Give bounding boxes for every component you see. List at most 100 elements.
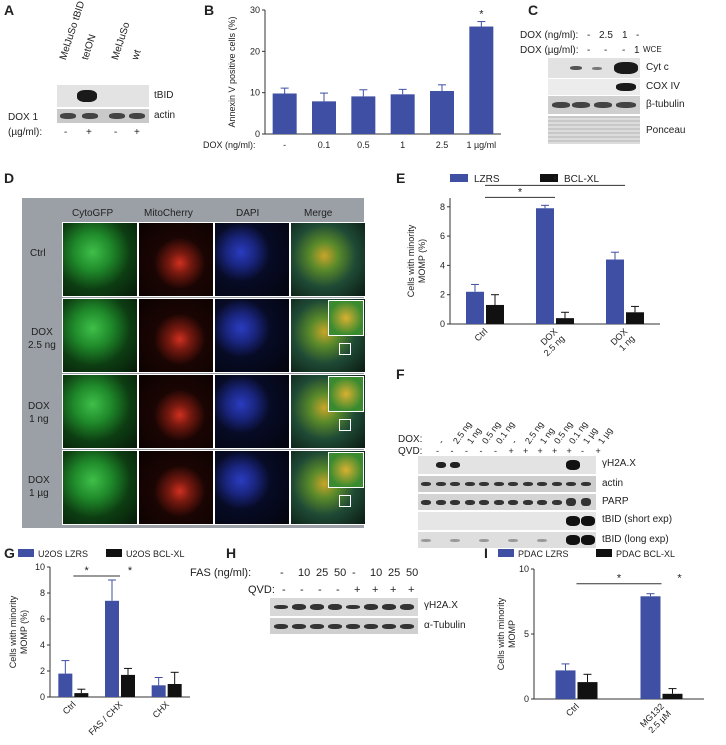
panel-h-fas-lane: 50 bbox=[406, 567, 419, 579]
panel-f-qvd-label: QVD: bbox=[398, 446, 423, 457]
panel-a-col2b-label: wt bbox=[130, 48, 144, 62]
band bbox=[580, 516, 595, 526]
x-tick-label-B: 1 bbox=[400, 140, 405, 150]
band bbox=[450, 462, 460, 468]
bar-B bbox=[351, 96, 376, 134]
panel-h-blot-row bbox=[270, 618, 418, 634]
micrograph-r1-c4 bbox=[290, 222, 366, 297]
panel-a-sign-2: + bbox=[86, 127, 92, 138]
panel-h-qvd-lane: + bbox=[390, 584, 397, 596]
y-tick-label-I: 0 bbox=[524, 694, 529, 704]
bar-G bbox=[74, 693, 89, 697]
chart-e: 0 2 4 6 8 Cells with minorityMOMP (%) Ctrl DOX2… bbox=[406, 174, 660, 358]
panel-f-blot-row bbox=[418, 532, 596, 548]
x-tick-label-B: 0.1 bbox=[318, 140, 331, 150]
legend-label-I: PDAC BCL-XL bbox=[616, 549, 675, 559]
annotation-B: * bbox=[479, 9, 484, 21]
panel-d-col-dapi: DAPI bbox=[236, 208, 260, 219]
y-tick-label-I: 10 bbox=[519, 564, 529, 574]
panel-h-qvd-lane: - bbox=[318, 584, 322, 596]
y-tick-label-E: 0 bbox=[440, 319, 445, 329]
band bbox=[566, 460, 580, 470]
panel-c-dox-ug-3: - bbox=[622, 45, 626, 56]
zoom-region-box bbox=[339, 343, 351, 355]
panel-f-blot-row bbox=[418, 494, 596, 510]
micrograph-r2-c1 bbox=[62, 298, 138, 373]
y-tick-label-G: 6 bbox=[40, 614, 45, 624]
panel-h-fas-lane: 25 bbox=[316, 567, 329, 579]
panel-f-qvd-lane: + bbox=[552, 446, 558, 456]
bar-G bbox=[167, 684, 182, 697]
panel-c-row-ponceau: Ponceau bbox=[646, 125, 686, 136]
bar-G bbox=[105, 600, 119, 697]
bar-B bbox=[312, 101, 336, 134]
panel-a-sign-3: - bbox=[114, 127, 118, 138]
panel-h-fas-lane: 50 bbox=[334, 567, 347, 579]
y-tick-label-B: 10 bbox=[250, 88, 260, 98]
micrograph-r4-c4 bbox=[290, 450, 366, 525]
panel-h-fas-lane: 25 bbox=[388, 567, 401, 579]
legend-swatch-E bbox=[450, 174, 468, 182]
panel-a-sign-4: + bbox=[134, 127, 140, 138]
x-tick-label-B: 0.5 bbox=[357, 140, 370, 150]
x-tick-label-I: Ctrl bbox=[564, 701, 581, 718]
panel-f-dox-lane: - bbox=[508, 437, 519, 446]
bar-B bbox=[469, 26, 494, 134]
bar-I bbox=[577, 682, 598, 699]
band bbox=[493, 482, 504, 486]
panel-a-row-actin: actin bbox=[154, 110, 176, 121]
band bbox=[292, 604, 306, 610]
x-tick-label-G: CHX bbox=[151, 699, 172, 720]
panel-a-col2-label: MelJuSo bbox=[110, 20, 133, 62]
bar-E bbox=[486, 304, 504, 324]
x-tick-label-B: 1 µg/ml bbox=[466, 140, 496, 150]
panel-c-dox-ug-1: - bbox=[587, 45, 591, 56]
micrograph-r1-c2 bbox=[138, 222, 214, 297]
band bbox=[508, 499, 518, 505]
panel-label-d: D bbox=[4, 170, 15, 186]
panel-d-row-dox1ug: DOX 1 µg bbox=[28, 475, 50, 499]
sig-star-E: * bbox=[553, 174, 558, 186]
y-axis-label-E: Cells with minorityMOMP (%) bbox=[406, 224, 427, 297]
panel-c-dox-ug-4: 1 bbox=[634, 45, 640, 56]
band bbox=[537, 538, 547, 542]
micrograph-r3-c2 bbox=[138, 374, 214, 449]
band bbox=[537, 499, 547, 505]
y-tick-label-E: 2 bbox=[440, 290, 445, 300]
bar-B bbox=[390, 94, 415, 134]
bar-E bbox=[626, 312, 644, 324]
band bbox=[346, 605, 360, 609]
y-axis-label-I: Cells with minorityMOMP bbox=[496, 597, 517, 670]
y-tick-label-B: 0 bbox=[255, 129, 260, 139]
band bbox=[580, 535, 595, 545]
panel-h-qvd-lane: - bbox=[300, 584, 304, 596]
band bbox=[328, 623, 342, 629]
panel-c-row-cox4: COX IV bbox=[646, 81, 680, 92]
legend-swatch-I bbox=[596, 549, 612, 557]
micrograph-r1-c3 bbox=[214, 222, 290, 297]
y-tick-label-E: 8 bbox=[440, 202, 445, 212]
band bbox=[421, 538, 431, 542]
y-tick-label-G: 4 bbox=[40, 640, 45, 650]
x-tick-label-E: DOX2.5 ng bbox=[535, 326, 567, 358]
chart-g: 0 2 4 6 8 10 Cells with minorityMOMP (%) Ctrl FA… bbox=[8, 549, 190, 737]
sig-star-I: * bbox=[677, 573, 682, 585]
micrograph-r4-c2 bbox=[138, 450, 214, 525]
band bbox=[382, 623, 396, 629]
x-tick-label-I: MG1322.5 µM bbox=[638, 701, 673, 736]
micrograph-r3-c3 bbox=[214, 374, 290, 449]
band bbox=[508, 482, 518, 486]
panel-c-dox-ng-2: 2.5 bbox=[599, 30, 613, 41]
panel-f-qvd-lane: + bbox=[537, 446, 543, 456]
y-tick-label-E: 4 bbox=[440, 260, 445, 270]
bar-G bbox=[121, 674, 135, 697]
panel-h-qvd-lane: - bbox=[282, 584, 286, 596]
panel-f-row-label: tBID (long exp) bbox=[602, 534, 669, 545]
panel-label-e: E bbox=[396, 170, 406, 186]
legend-swatch-E bbox=[540, 174, 558, 182]
x-tick-label-B: - bbox=[283, 140, 286, 150]
chart-b: 0 10 20 30 Annexin V positive cells (%) - 0.1 0… bbox=[203, 5, 501, 150]
band bbox=[435, 462, 446, 468]
merge-inset bbox=[328, 452, 364, 488]
band bbox=[566, 516, 580, 526]
